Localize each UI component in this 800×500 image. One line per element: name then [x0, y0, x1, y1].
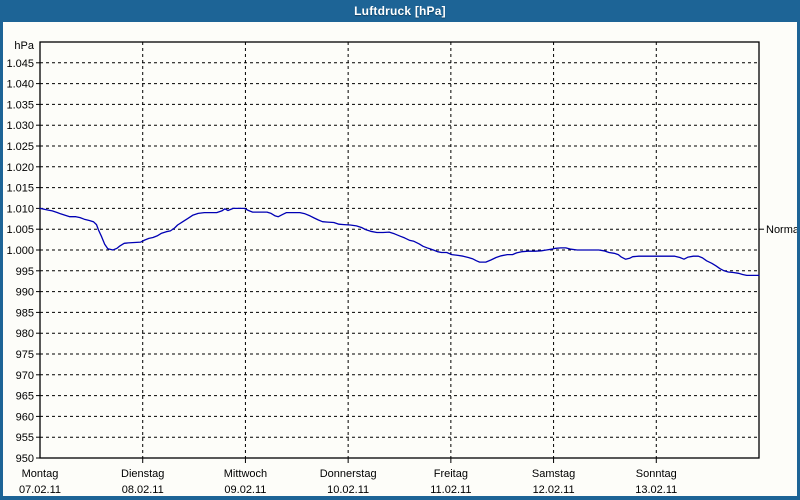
y-tick-label: 1.030	[6, 120, 34, 132]
y-tick-label: 990	[16, 287, 34, 299]
y-tick-label: 1.025	[6, 141, 34, 153]
plot-border	[39, 41, 760, 459]
x-date-label: 11.02.11	[430, 484, 471, 496]
pressure-line-chart: 1.045 1.040 1.035 1.030 1.025 1.020 1.015 1.010…	[6, 40, 800, 496]
x-date-label: 12.02.11	[533, 484, 575, 496]
y-tick-label: 985	[16, 307, 34, 319]
x-date-label: 13.02.11	[635, 484, 677, 496]
y-tick-label: 1.015	[6, 183, 34, 195]
y-axis-unit-label: hPa	[14, 40, 34, 52]
x-date-label: 07.02.11	[19, 484, 61, 496]
y-tick-label: 1.000	[6, 245, 34, 257]
y-tick-label: 980	[16, 328, 34, 340]
x-day-label: Mittwoch	[224, 468, 267, 480]
y-tick-label: 970	[16, 370, 34, 382]
pressure-series-line	[39, 207, 760, 277]
y-tick-label: 995	[16, 266, 34, 278]
y-tick-label: 955	[16, 432, 34, 444]
chart-panel: 1.045 1.040 1.035 1.030 1.025 1.020 1.015 1.010…	[3, 22, 800, 496]
y-tick-label: 1.035	[6, 99, 34, 111]
x-day-label: Montag	[22, 468, 59, 480]
y-tick-label: 1.010	[6, 203, 34, 215]
y-tick-label: 1.045	[6, 58, 34, 70]
x-day-label: Dienstag	[121, 468, 164, 480]
y-tick-label: 965	[16, 391, 34, 403]
x-date-label: 08.02.11	[122, 484, 164, 496]
x-date-label: 09.02.11	[224, 484, 266, 496]
x-day-label: Sonntag	[636, 468, 677, 480]
window-titlebar: Luftdruck [hPa]	[0, 0, 800, 22]
x-day-label: Freitag	[434, 468, 468, 480]
x-day-label: Samstag	[532, 468, 575, 480]
y-tick-label: 1.040	[6, 79, 34, 91]
normal-label: Normal	[766, 224, 797, 236]
y-tick-label: 1.020	[6, 162, 34, 174]
window-title: Luftdruck [hPa]	[354, 4, 446, 18]
y-tick-label: 960	[16, 411, 34, 423]
y-tick-label: 1.005	[6, 224, 34, 236]
x-day-label: Donnerstag	[320, 468, 377, 480]
y-tick-label: 950	[16, 453, 34, 465]
x-date-label: 10.02.11	[327, 484, 369, 496]
y-tick-label: 975	[16, 349, 34, 361]
